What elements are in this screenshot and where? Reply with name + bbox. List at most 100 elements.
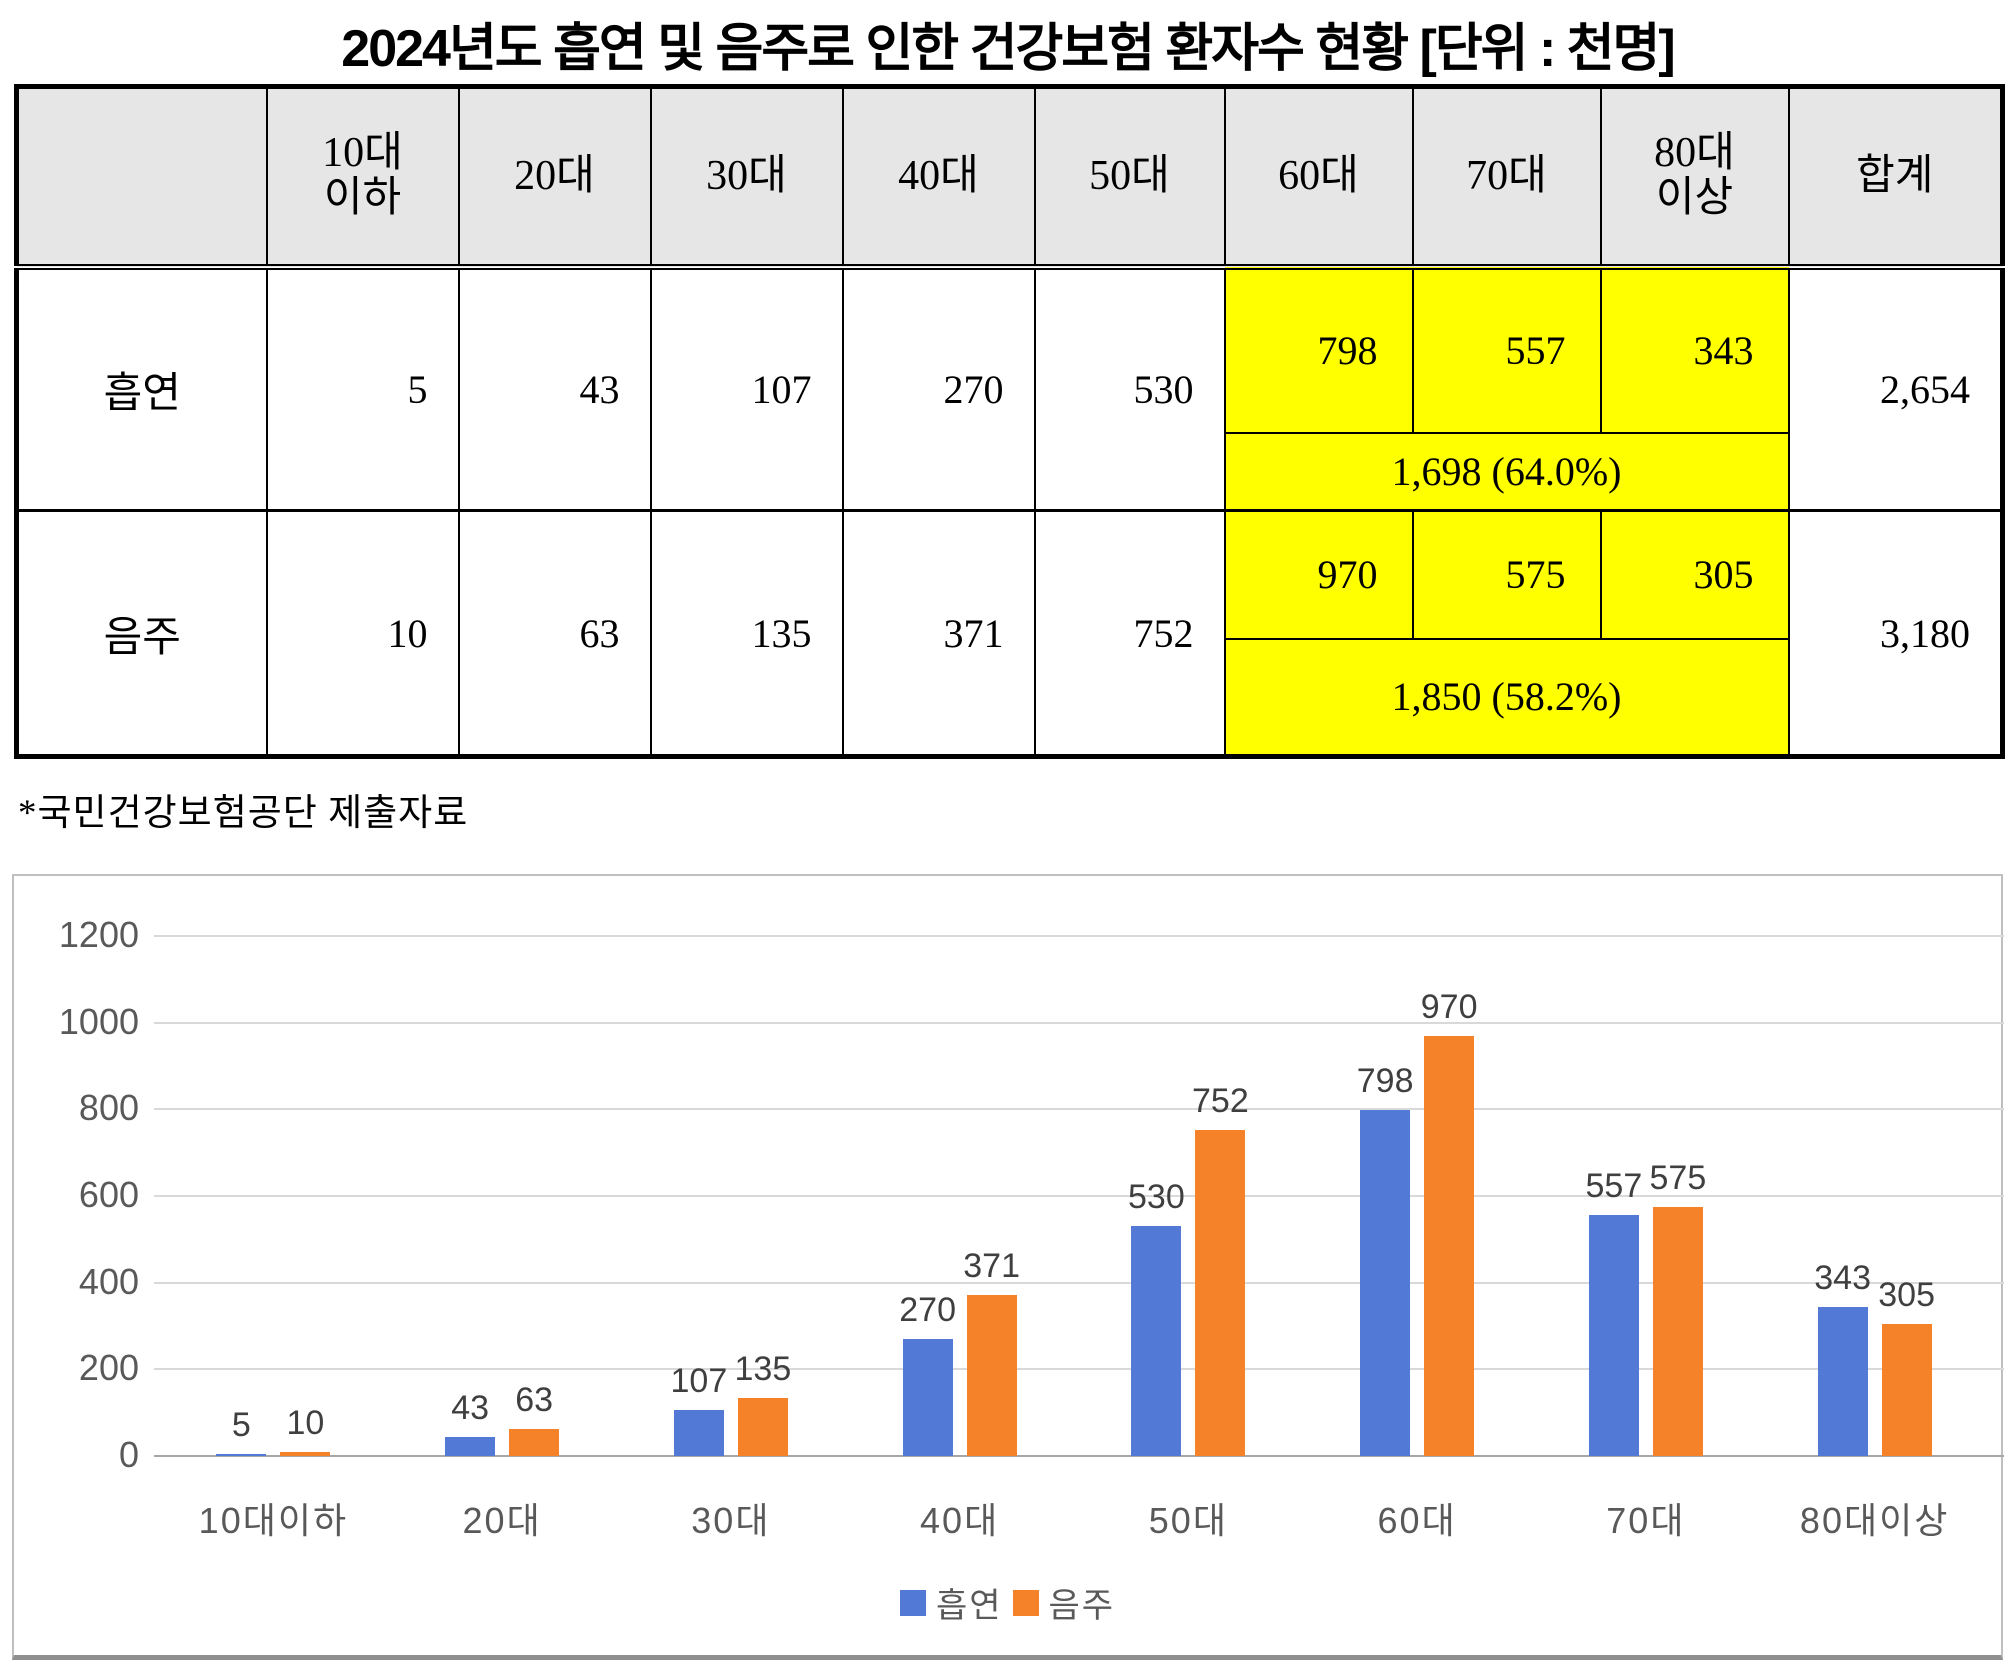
row-label-smoking: 흡연	[15, 265, 268, 512]
bar-smoking	[216, 1453, 267, 1456]
x-axis-category-label: 60대	[1377, 1500, 1457, 1541]
bar-drinking	[509, 1428, 560, 1456]
bar-smoking	[902, 1339, 953, 1456]
col-header-20s: 20대	[457, 85, 652, 270]
x-axis-category-label: 50대	[1148, 1500, 1228, 1541]
gridline	[154, 1281, 2004, 1284]
bar-value-label: 752	[1192, 1082, 1249, 1121]
cell-smoking-30s: 107	[649, 265, 844, 512]
cell-smoking-60s-highlighted: 798	[1223, 265, 1414, 434]
y-axis-tick-label: 1000	[58, 1000, 139, 1042]
bar-smoking	[673, 1409, 724, 1456]
bar-value-label: 343	[1814, 1259, 1871, 1298]
bar-value-label: 43	[451, 1389, 490, 1428]
col-header-70s: 70대	[1411, 85, 1602, 270]
col-header-50s: 50대	[1033, 85, 1226, 270]
legend-item-smoking: 흡연	[899, 1578, 1003, 1627]
col-header-over80s: 80대 이상	[1599, 85, 1790, 270]
bar-value-label: 575	[1649, 1158, 1707, 1197]
row-label-drinking: 음주	[15, 509, 268, 758]
bar-smoking	[445, 1437, 496, 1456]
x-axis-category-label: 80대이상	[1799, 1500, 1950, 1541]
legend-swatch-drinking	[1012, 1589, 1039, 1616]
table-row-drinking: 음주 10 63 135 371 752 970 575 305 3,180	[15, 509, 2004, 758]
cell-drinking-50s: 752	[1033, 509, 1226, 758]
gridline	[154, 935, 2004, 937]
bar-value-label: 305	[1878, 1275, 1935, 1314]
col-header-60s: 60대	[1223, 85, 1414, 270]
y-axis-tick-label: 1200	[58, 914, 139, 955]
y-axis-tick-label: 800	[78, 1087, 139, 1129]
bar-smoking	[1131, 1226, 1182, 1456]
cell-smoking-under10s: 5	[265, 265, 460, 512]
bar-value-label: 135	[734, 1349, 792, 1388]
bar-drinking	[280, 1451, 331, 1456]
cell-drinking-total: 3,180	[1787, 509, 2004, 758]
table-header-row: 10대 이하 20대 30대 40대 50대 60대 70대 80대 이상 합계	[15, 85, 2004, 270]
col-header-total: 합계	[1787, 85, 2004, 270]
bar-smoking	[1588, 1214, 1639, 1456]
x-axis-category-label: 20대	[462, 1500, 542, 1541]
bar-value-label: 5	[231, 1405, 251, 1444]
cell-drinking-60s-highlighted: 970	[1223, 509, 1414, 640]
table-row-smoking: 흡연 5 43 107 270 530 798 557 343 2,654	[15, 265, 2004, 512]
col-header-40s: 40대	[841, 85, 1036, 270]
source-footnote: *국민건강보험공단 제출자료	[18, 793, 469, 834]
cell-drinking-70s-highlighted: 575	[1411, 509, 1602, 640]
legend-label-drinking: 음주	[1048, 1587, 1116, 1625]
cell-drinking-20s: 63	[457, 509, 652, 758]
bar-value-label: 970	[1420, 987, 1478, 1026]
legend-label-smoking: 흡연	[935, 1587, 1003, 1625]
cell-smoking-20s: 43	[457, 265, 652, 512]
page-title: 2024년도 흡연 및 음주로 인한 건강보험 환자수 현황 [단위 : 천명]	[341, 20, 1675, 78]
x-axis-category-label: 40대	[920, 1500, 1000, 1541]
table-header: 10대 이하 20대 30대 40대 50대 60대 70대 80대 이상 합계	[15, 85, 2004, 270]
bar-smoking	[1360, 1110, 1411, 1456]
bar-value-label: 107	[670, 1361, 728, 1400]
bar-value-label: 557	[1585, 1166, 1643, 1205]
col-header-30s: 30대	[649, 85, 844, 270]
bar-value-label: 530	[1128, 1178, 1185, 1217]
bar-drinking	[966, 1295, 1017, 1456]
bar-smoking	[1817, 1307, 1868, 1456]
bar-value-label: 10	[286, 1403, 325, 1442]
cell-smoking-70s-highlighted: 557	[1411, 265, 1602, 434]
gridline	[154, 1368, 2004, 1371]
gridline	[154, 1108, 2004, 1111]
x-axis-category-label: 30대	[691, 1500, 771, 1541]
x-axis-line	[154, 1455, 2004, 1457]
col-header-under10s: 10대 이하	[265, 85, 460, 270]
bar-value-label: 798	[1356, 1062, 1414, 1101]
bar-drinking	[1195, 1130, 1246, 1456]
bar-value-label: 270	[899, 1291, 956, 1329]
cell-drinking-30s: 135	[649, 509, 844, 758]
cell-smoking-total: 2,654	[1787, 265, 2004, 512]
bar-drinking	[1652, 1206, 1703, 1456]
bar-value-label: 371	[963, 1247, 1020, 1286]
col-header-empty	[15, 85, 268, 270]
table-row-drinking-subtotal: 1,850 (58.2%)	[17, 637, 2003, 758]
cell-drinking-40s: 371	[841, 509, 1036, 758]
cell-smoking-40s: 270	[841, 265, 1036, 512]
table-row-smoking-subtotal: 1,698 (64.0%)	[17, 431, 2003, 512]
x-axis-category-label: 10대이하	[198, 1500, 349, 1541]
y-axis-tick-label: 200	[78, 1347, 139, 1389]
cell-drinking-elderly-subtotal: 1,850 (58.2%)	[1223, 637, 1790, 758]
legend-swatch-smoking	[899, 1589, 926, 1616]
y-axis-tick-label: 0	[118, 1434, 139, 1475]
gridline	[154, 1195, 2004, 1197]
patients-table: 10대 이하 20대 30대 40대 50대 60대 70대 80대 이상 합계…	[14, 84, 2005, 759]
x-axis-category-label: 70대	[1606, 1500, 1686, 1541]
bar-chart: 0 200 400 600 800 1000 1200 10대이하 5 10 20대 43 63 30대 1…	[12, 874, 2004, 1660]
y-axis-tick-label: 600	[78, 1174, 139, 1215]
bar-drinking	[1424, 1035, 1475, 1456]
cell-smoking-over80s-highlighted: 343	[1599, 265, 1790, 434]
y-axis-tick-label: 400	[78, 1260, 139, 1302]
cell-smoking-elderly-subtotal: 1,698 (64.0%)	[1223, 431, 1790, 512]
cell-drinking-over80s-highlighted: 305	[1599, 509, 1790, 640]
bar-value-label: 63	[515, 1380, 554, 1419]
bar-drinking	[737, 1397, 788, 1456]
bar-drinking	[1881, 1323, 1932, 1456]
gridline	[154, 1021, 2004, 1024]
